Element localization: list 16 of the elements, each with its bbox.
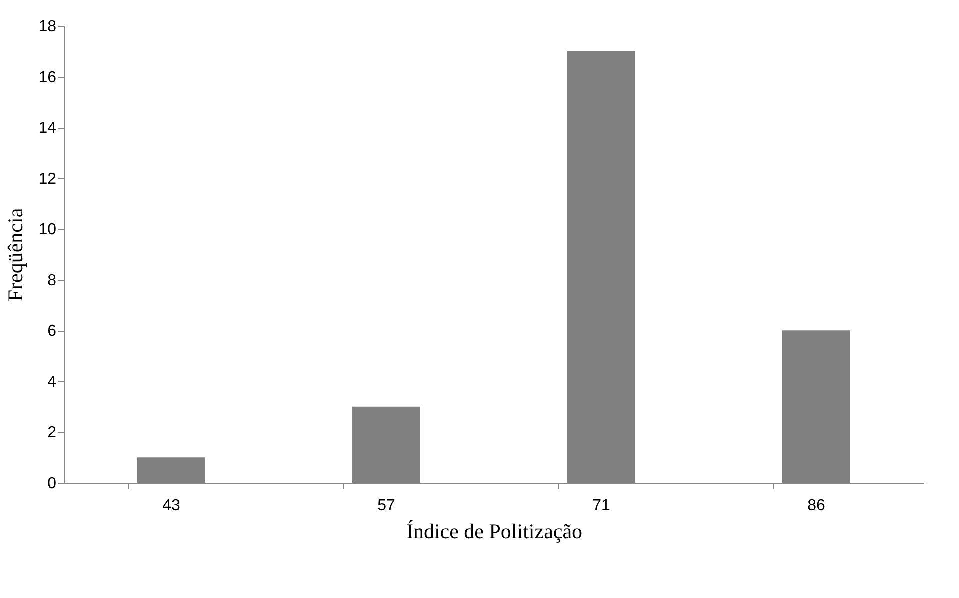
- y-axis-title: Freqüência: [4, 208, 28, 302]
- y-tick-label: 10: [38, 222, 57, 239]
- x-tick-label: 57: [378, 498, 396, 514]
- y-tick-label: 16: [38, 69, 57, 86]
- y-tick-label: 14: [38, 120, 57, 138]
- x-tick-label: 43: [162, 498, 180, 514]
- x-tick-label: 71: [592, 498, 610, 514]
- y-tick-label: 4: [48, 374, 57, 391]
- y-tick-label: 2: [48, 424, 57, 442]
- y-tick-label: 0: [48, 476, 57, 492]
- y-tick-label: 12: [38, 170, 57, 188]
- y-tick-label: 6: [48, 323, 57, 340]
- y-tick-label: 8: [48, 272, 57, 290]
- x-axis-title: Índice de Politização: [406, 520, 583, 544]
- x-tick-label: 86: [808, 498, 826, 514]
- y-tick-label: 18: [38, 18, 57, 36]
